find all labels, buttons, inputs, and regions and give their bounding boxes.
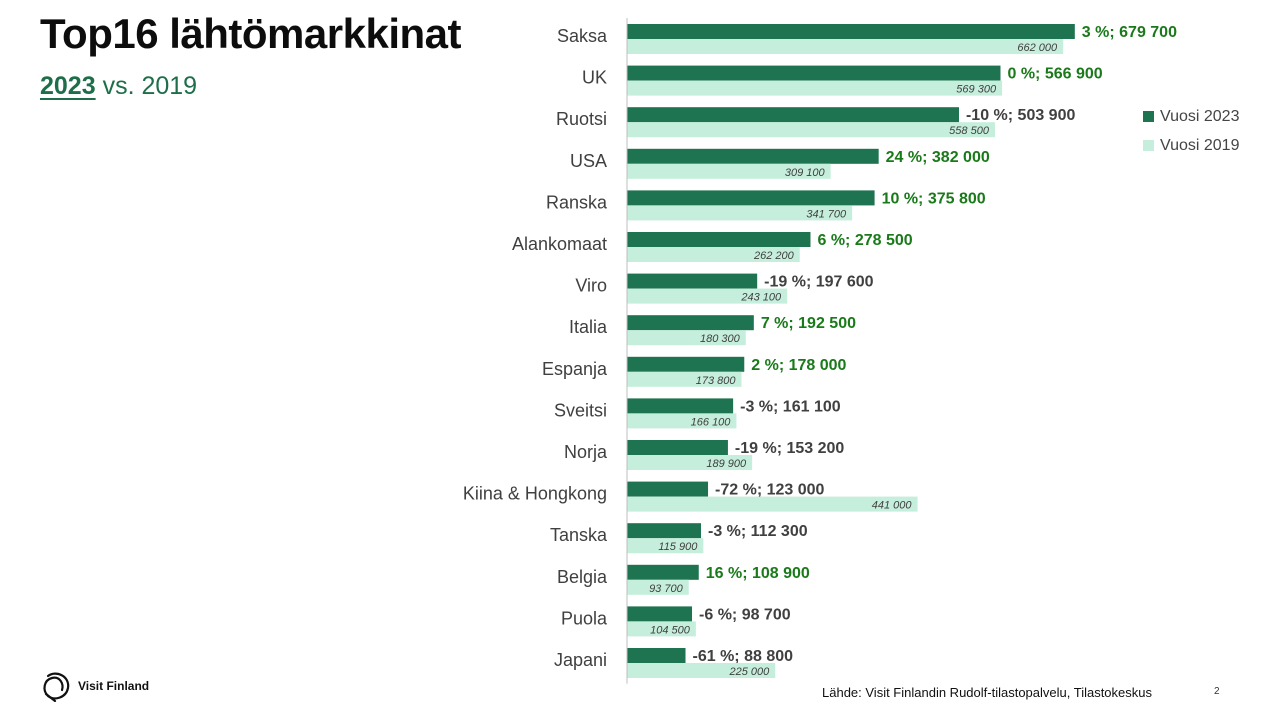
bar-2023-kiina-hongkong bbox=[627, 481, 709, 497]
category-label-belgia: Belgia bbox=[557, 567, 608, 587]
subtitle-comparison: vs. 2019 bbox=[95, 72, 198, 100]
category-label-tanska: Tanska bbox=[550, 525, 608, 545]
bar-2019-sveitsi bbox=[627, 413, 737, 429]
bar-label-2019-saksa: 662 000 bbox=[1017, 42, 1058, 54]
bar-label-2019-alankomaat: 262 200 bbox=[753, 250, 795, 262]
logo-text: Visit Finland bbox=[78, 679, 150, 693]
category-label-viro: Viro bbox=[575, 276, 607, 296]
bar-2019-tanska bbox=[627, 538, 704, 554]
bar-label-2023-kiina-hongkong: -72 %; 123 000 bbox=[715, 482, 825, 499]
legend-label-2023: Vuosi 2023 bbox=[1160, 107, 1240, 125]
bar-2023-norja bbox=[627, 440, 728, 455]
bar-2023-sveitsi bbox=[627, 398, 734, 414]
bar-label-2019-kiina-hongkong: 441 000 bbox=[872, 500, 913, 512]
legend-label-2019: Vuosi 2019 bbox=[1160, 136, 1240, 154]
bar-label-2019-uk: 569 300 bbox=[956, 84, 997, 96]
bar-label-2023-ranska: 10 %; 375 800 bbox=[882, 190, 986, 207]
bar-2019-kiina-hongkong bbox=[627, 496, 918, 512]
bar-label-2023-japani: -61 %; 88 800 bbox=[693, 648, 794, 665]
bar-2019-alankomaat bbox=[627, 247, 800, 262]
bar-2023-viro bbox=[627, 273, 758, 289]
bar-label-2019-ranska: 341 700 bbox=[806, 208, 847, 220]
bar-2019-belgia bbox=[627, 579, 689, 595]
page-title: Top16 lähtömarkkinat bbox=[40, 10, 462, 57]
bar-2023-usa bbox=[627, 148, 879, 164]
bar-label-2019-usa: 309 100 bbox=[785, 167, 826, 179]
source-note: Lähde: Visit Finlandin Rudolf-tilastopal… bbox=[822, 685, 1152, 700]
bar-label-2023-puola: -6 %; 98 700 bbox=[699, 606, 791, 623]
bar-label-2023-italia: 7 %; 192 500 bbox=[761, 315, 856, 332]
category-label-ranska: Ranska bbox=[546, 192, 608, 212]
bar-label-2019-ruotsi: 558 500 bbox=[949, 125, 990, 137]
bar-2023-belgia bbox=[627, 564, 699, 580]
bar-2023-uk bbox=[627, 65, 1001, 81]
bar-label-2019-espanja: 173 800 bbox=[696, 375, 737, 387]
bar-2019-ranska bbox=[627, 205, 853, 221]
bar-label-2023-viro: -19 %; 197 600 bbox=[764, 274, 874, 291]
bar-2019-japani bbox=[627, 663, 776, 678]
bar-label-2019-norja: 189 900 bbox=[706, 458, 747, 470]
bar-2023-espanja bbox=[627, 356, 745, 372]
bar-2019-uk bbox=[627, 80, 1003, 96]
bar-2023-italia bbox=[627, 315, 754, 331]
category-label-italia: Italia bbox=[569, 317, 608, 337]
bar-label-2023-saksa: 3 %; 679 700 bbox=[1082, 24, 1177, 41]
bar-label-2023-norja: -19 %; 153 200 bbox=[735, 440, 845, 457]
legend-item-2023: Vuosi 2023 bbox=[1143, 102, 1239, 131]
category-label-kiina-hongkong: Kiina & Hongkong bbox=[463, 484, 607, 504]
bar-label-2019-italia: 180 300 bbox=[700, 333, 741, 345]
bar-label-2019-viro: 243 100 bbox=[740, 292, 782, 304]
category-label-japani: Japani bbox=[554, 650, 607, 670]
category-label-puola: Puola bbox=[561, 608, 608, 628]
bar-label-2023-ruotsi: -10 %; 503 900 bbox=[966, 107, 1076, 124]
legend-swatch-2023 bbox=[1143, 111, 1154, 122]
bar-label-2023-belgia: 16 %; 108 900 bbox=[706, 565, 810, 582]
chart-legend: Vuosi 2023 Vuosi 2019 bbox=[1143, 102, 1239, 160]
bar-label-2023-alankomaat: 6 %; 278 500 bbox=[817, 232, 912, 249]
category-label-usa: USA bbox=[570, 151, 607, 171]
bar-2023-japani bbox=[627, 648, 686, 663]
bar-2019-ruotsi bbox=[627, 122, 995, 138]
bar-label-2019-japani: 225 000 bbox=[728, 666, 770, 678]
bar-label-2023-sveitsi: -3 %; 161 100 bbox=[740, 398, 841, 415]
bar-label-2019-sveitsi: 166 100 bbox=[691, 416, 732, 428]
bar-2019-viro bbox=[627, 288, 788, 304]
bar-label-2019-belgia: 93 700 bbox=[649, 583, 684, 595]
category-label-alankomaat: Alankomaat bbox=[512, 234, 607, 254]
subtitle-year: 2023 bbox=[40, 72, 96, 100]
bar-label-2019-tanska: 115 900 bbox=[658, 541, 698, 553]
bar-2023-ruotsi bbox=[627, 107, 959, 123]
category-label-norja: Norja bbox=[564, 442, 608, 462]
category-label-uk: UK bbox=[582, 68, 607, 88]
bar-label-2019-puola: 104 500 bbox=[650, 624, 691, 636]
category-label-sveitsi: Sveitsi bbox=[554, 400, 607, 420]
bar-2019-norja bbox=[627, 455, 753, 470]
bar-2023-alankomaat bbox=[627, 232, 811, 247]
category-label-saksa: Saksa bbox=[557, 26, 608, 46]
bar-2023-tanska bbox=[627, 523, 701, 539]
page-number: 2 bbox=[1214, 686, 1220, 697]
bar-label-2023-espanja: 2 %; 178 000 bbox=[751, 357, 846, 374]
category-label-ruotsi: Ruotsi bbox=[556, 109, 607, 129]
bar-2019-usa bbox=[627, 163, 831, 179]
visit-finland-logo-icon bbox=[43, 672, 70, 702]
bar-2023-ranska bbox=[627, 190, 875, 206]
bar-2023-puola bbox=[627, 606, 693, 622]
bar-2023-saksa bbox=[627, 24, 1075, 39]
bar-label-2023-usa: 24 %; 382 000 bbox=[886, 149, 990, 166]
bar-label-2023-tanska: -3 %; 112 300 bbox=[708, 523, 808, 540]
legend-swatch-2019 bbox=[1143, 140, 1154, 151]
category-label-espanja: Espanja bbox=[542, 359, 608, 379]
bar-2019-puola bbox=[627, 621, 696, 637]
visit-finland-logo: Visit Finland bbox=[42, 670, 149, 702]
legend-item-2019: Vuosi 2019 bbox=[1143, 131, 1239, 160]
bar-label-2023-uk: 0 %; 566 900 bbox=[1007, 66, 1102, 83]
page-subtitle: 2023 vs. 2019 bbox=[40, 72, 197, 101]
bar-2019-italia bbox=[627, 330, 746, 346]
bar-2019-espanja bbox=[627, 371, 742, 387]
bar-2019-saksa bbox=[627, 39, 1064, 54]
